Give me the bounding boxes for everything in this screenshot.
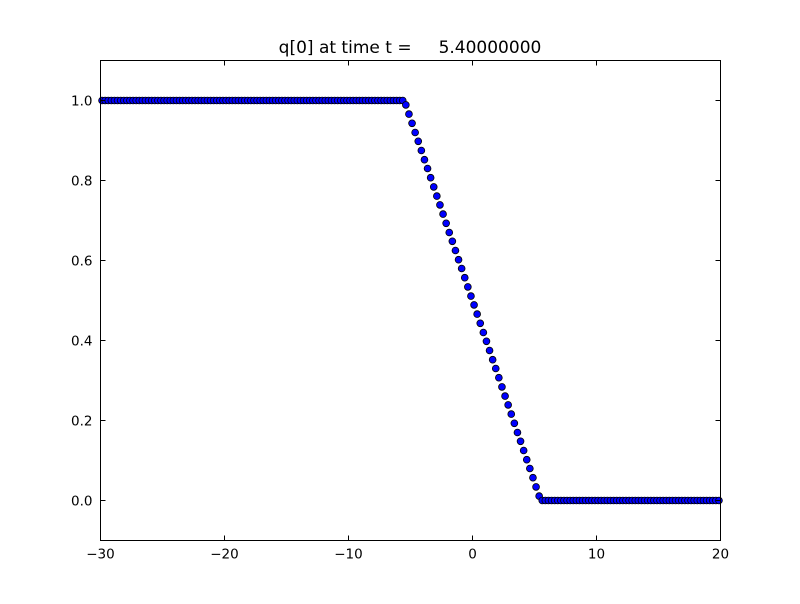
data-point: [417, 146, 426, 155]
data-point: [454, 255, 463, 264]
data-point: [488, 355, 497, 364]
data-point: [426, 173, 435, 182]
data-point: [470, 301, 478, 309]
x-tick-label: 20: [712, 547, 729, 563]
data-point: [507, 410, 516, 418]
x-tick-label: 10: [588, 547, 605, 563]
data-point: [420, 155, 429, 164]
chart-title: q[0] at time t = 5.40000000: [279, 38, 542, 58]
data-point: [405, 110, 413, 118]
y-tick-label: 0.4: [71, 334, 92, 350]
data-point: [457, 264, 466, 273]
data-point: [476, 319, 485, 328]
data-point: [448, 237, 457, 246]
data-point: [529, 473, 537, 482]
y-tick-label: 0.6: [71, 254, 92, 270]
data-point: [442, 219, 450, 228]
data-point: [439, 210, 447, 218]
data-point: [532, 483, 540, 491]
data-point: [513, 428, 522, 437]
axis-ticks: −30 −20 −10 0 10 20 0.0 0.2 0.4 0.6 0.8 1.0: [71, 60, 729, 563]
y-tick-label: 0.8: [71, 174, 92, 190]
data-point: [510, 419, 519, 428]
x-tick-label: 0: [468, 547, 477, 563]
y-tick-label: 1.0: [71, 94, 92, 110]
data-point: [516, 437, 525, 446]
data-point: [501, 392, 509, 400]
data-point: [436, 201, 444, 209]
x-tick-label: −20: [210, 547, 239, 563]
data-point: [411, 128, 419, 137]
data-point: [433, 192, 441, 200]
data-point: [414, 137, 423, 146]
data-point: [408, 119, 416, 128]
y-tick-label: 0.2: [71, 414, 92, 430]
x-tick-label: −10: [334, 547, 363, 563]
x-tick-label: −30: [86, 547, 115, 563]
data-point: [519, 446, 528, 455]
data-point: [491, 364, 500, 373]
data-point: [451, 246, 460, 255]
data-point: [479, 328, 488, 337]
data-markers: [98, 96, 723, 505]
data-point: [464, 283, 472, 291]
data-point: [498, 383, 506, 391]
y-tick-label: 0.0: [71, 494, 92, 510]
data-point: [473, 310, 481, 318]
data-point: [467, 292, 475, 300]
plot-area-frame: [100, 60, 721, 541]
data-point: [423, 164, 432, 173]
data-point: [485, 346, 494, 355]
data-point: [504, 401, 512, 409]
data-point: [495, 373, 503, 382]
data-point: [482, 337, 491, 346]
data-point: [445, 228, 454, 237]
data-point: [429, 183, 438, 191]
data-point: [526, 464, 534, 473]
data-point: [460, 273, 469, 282]
data-point: [522, 455, 531, 464]
data-point: [402, 101, 410, 109]
